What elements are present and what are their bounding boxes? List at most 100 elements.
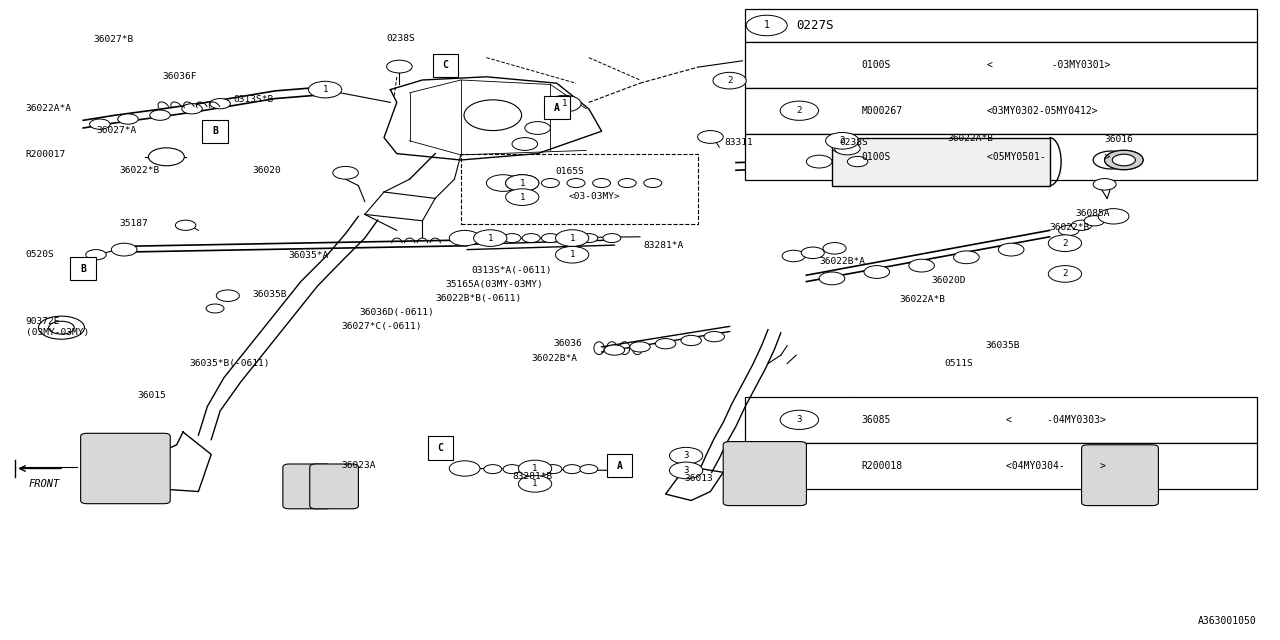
- Circle shape: [449, 461, 480, 476]
- Bar: [745, 10, 1257, 42]
- Text: 36013: 36013: [685, 474, 713, 483]
- Text: R200017: R200017: [26, 150, 65, 159]
- Text: 36016: 36016: [1105, 135, 1133, 144]
- Text: <          -03MY0301>: < -03MY0301>: [987, 60, 1110, 70]
- Text: 0100S: 0100S: [861, 152, 891, 162]
- Text: 36020D: 36020D: [932, 276, 966, 285]
- Circle shape: [111, 243, 137, 256]
- Circle shape: [909, 259, 934, 272]
- Circle shape: [746, 15, 787, 36]
- Text: 1: 1: [562, 99, 567, 108]
- Circle shape: [308, 81, 342, 98]
- Text: R200018: R200018: [861, 461, 902, 471]
- Circle shape: [1048, 235, 1082, 252]
- Text: 3: 3: [684, 451, 689, 460]
- Text: 36020: 36020: [252, 166, 280, 175]
- Circle shape: [506, 189, 539, 205]
- Text: <04MY0304-      >: <04MY0304- >: [1006, 461, 1106, 471]
- Text: 1: 1: [570, 234, 575, 243]
- Circle shape: [698, 131, 723, 143]
- Text: 0511S: 0511S: [945, 359, 973, 368]
- Text: 36027*A: 36027*A: [96, 126, 136, 135]
- Text: 36035B: 36035B: [986, 341, 1020, 350]
- Text: 36036F: 36036F: [163, 72, 197, 81]
- Text: 2: 2: [1062, 269, 1068, 278]
- Circle shape: [681, 335, 701, 346]
- Text: 0165S: 0165S: [556, 167, 584, 176]
- Text: 36035B: 36035B: [252, 290, 287, 299]
- Text: 83281*B: 83281*B: [512, 472, 552, 481]
- Circle shape: [548, 95, 581, 112]
- FancyBboxPatch shape: [310, 464, 358, 509]
- Bar: [832, 138, 1050, 186]
- Circle shape: [210, 99, 230, 109]
- Circle shape: [484, 234, 502, 243]
- Circle shape: [604, 345, 625, 355]
- Circle shape: [630, 342, 650, 352]
- Circle shape: [518, 460, 552, 477]
- Circle shape: [563, 465, 581, 474]
- Text: 1: 1: [520, 179, 525, 188]
- Text: A363001050: A363001050: [1198, 616, 1257, 626]
- Bar: [745, 443, 1257, 489]
- Circle shape: [1048, 266, 1082, 282]
- Circle shape: [556, 230, 589, 246]
- Text: C: C: [443, 60, 448, 70]
- Text: 0238S: 0238S: [840, 138, 868, 147]
- Circle shape: [669, 447, 703, 464]
- Text: 36022*B: 36022*B: [119, 166, 159, 175]
- Circle shape: [819, 272, 845, 285]
- Text: 36015: 36015: [137, 391, 165, 400]
- Text: 35165A(03MY-03MY): 35165A(03MY-03MY): [445, 280, 543, 289]
- Text: 0227S: 0227S: [796, 19, 833, 32]
- Text: 36036D(-0611): 36036D(-0611): [360, 308, 434, 317]
- Circle shape: [556, 246, 589, 263]
- Text: A: A: [554, 102, 559, 113]
- Circle shape: [780, 101, 819, 120]
- Text: 1: 1: [570, 250, 575, 259]
- Text: (03MY-03MY): (03MY-03MY): [26, 328, 88, 337]
- Text: 0100S: 0100S: [861, 60, 891, 70]
- Circle shape: [506, 175, 539, 191]
- Text: 0238S: 0238S: [387, 34, 415, 43]
- Circle shape: [1093, 151, 1129, 169]
- Text: 83281*A: 83281*A: [644, 241, 684, 250]
- Circle shape: [525, 122, 550, 134]
- Circle shape: [474, 230, 507, 246]
- Bar: [745, 134, 1257, 180]
- Text: 36022B*A: 36022B*A: [819, 257, 865, 266]
- Text: 36022A*B: 36022A*B: [947, 134, 993, 143]
- Circle shape: [522, 465, 540, 474]
- Text: 36027*B: 36027*B: [93, 35, 133, 44]
- Text: 2: 2: [727, 76, 732, 85]
- Bar: [202, 120, 228, 143]
- Bar: [428, 436, 453, 460]
- Text: 2: 2: [840, 136, 845, 145]
- Ellipse shape: [465, 100, 522, 131]
- Text: 2: 2: [796, 106, 803, 115]
- Circle shape: [704, 332, 724, 342]
- Text: 0313S*A(-0611): 0313S*A(-0611): [471, 266, 552, 275]
- Text: 0520S: 0520S: [26, 250, 54, 259]
- Text: <05MY0501-          >: <05MY0501- >: [987, 152, 1110, 162]
- Text: 3: 3: [796, 415, 803, 424]
- Text: 36022B*A: 36022B*A: [531, 354, 577, 363]
- Circle shape: [387, 60, 412, 73]
- Circle shape: [864, 266, 890, 278]
- Circle shape: [1084, 216, 1105, 226]
- Circle shape: [118, 114, 138, 124]
- Text: 36022A*B: 36022A*B: [900, 295, 946, 304]
- Bar: [745, 397, 1257, 443]
- Circle shape: [148, 148, 184, 166]
- Circle shape: [503, 234, 521, 243]
- Text: B: B: [81, 264, 86, 274]
- Circle shape: [644, 179, 662, 188]
- Circle shape: [801, 247, 824, 259]
- Circle shape: [847, 156, 868, 166]
- Circle shape: [782, 250, 805, 262]
- Circle shape: [1105, 150, 1143, 170]
- Circle shape: [150, 110, 170, 120]
- Circle shape: [1098, 209, 1129, 224]
- Text: 36085A: 36085A: [1075, 209, 1110, 218]
- Circle shape: [580, 234, 598, 243]
